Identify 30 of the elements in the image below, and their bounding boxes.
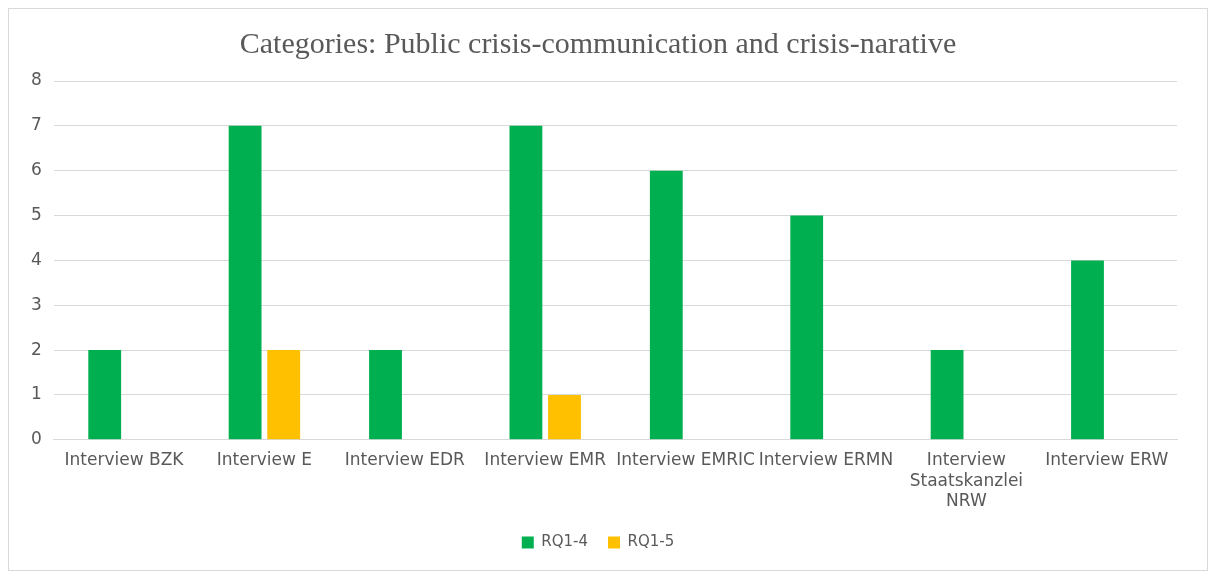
y-tick-label: 0 — [30, 428, 42, 449]
y-tick-label: 7 — [30, 114, 42, 135]
y-tick-label: 3 — [30, 293, 42, 314]
bar — [790, 215, 824, 440]
bar — [548, 394, 581, 440]
bar — [267, 350, 301, 440]
x-tick-label: Interview EDR — [344, 449, 466, 470]
legend-label: RQ1-5 — [627, 532, 675, 551]
legend-label: RQ1-4 — [541, 532, 589, 551]
bar — [1071, 260, 1104, 440]
y-tick-label: 8 — [30, 69, 42, 90]
y-tick-label: 5 — [30, 203, 42, 224]
y-tick-label: 1 — [30, 383, 42, 404]
x-tick-label: Interview ERW — [1045, 449, 1169, 470]
chart-title: Categories: Public crisis-communication and crisis-narative — [239, 25, 957, 59]
x-tick-label: Interview EMR — [484, 449, 607, 470]
bar — [509, 125, 543, 440]
y-tick-label: 6 — [30, 159, 42, 180]
bar — [930, 350, 964, 440]
bar — [88, 350, 122, 440]
x-tick-label: Interview EMRIC — [616, 449, 755, 470]
x-tick-label: Interview E — [216, 449, 313, 470]
x-tick-label: Interview ERMN — [758, 449, 894, 470]
x-tick-label: Interview Staatskanzlei NRW — [909, 449, 1024, 511]
bar — [369, 350, 402, 440]
y-tick-label: 4 — [30, 248, 42, 269]
bar — [649, 170, 683, 440]
y-tick-label: 2 — [30, 338, 42, 359]
x-tick-label: Interview BZK — [64, 449, 185, 470]
bar — [228, 125, 262, 440]
